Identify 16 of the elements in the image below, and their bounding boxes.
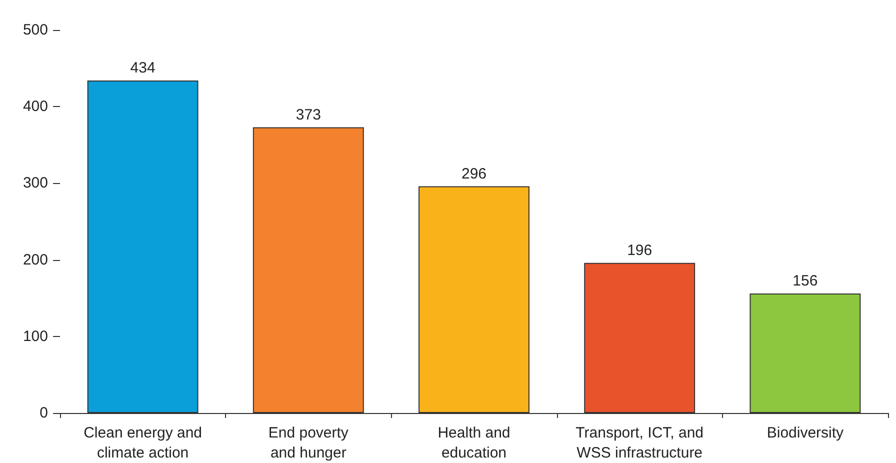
y-tick-label: 500 xyxy=(22,22,48,38)
data-label: 373 xyxy=(296,106,321,124)
x-tick-label: Biodiversity xyxy=(766,424,844,442)
data-label: 434 xyxy=(130,60,156,77)
x-tick-label: Health and education xyxy=(438,424,510,462)
x-tick-label: Clean energy and climate action xyxy=(84,424,202,462)
data-label: 156 xyxy=(792,272,818,290)
data-label: 296 xyxy=(461,165,487,182)
y-tick-label: 200 xyxy=(22,251,48,268)
x-tick-label: Transport, ICT, and WSS infrastructure xyxy=(576,424,704,462)
y-tick-label: 400 xyxy=(22,98,48,116)
y-tick-label: 100 xyxy=(22,328,48,345)
x-tick-label: End poverty and hunger xyxy=(268,424,349,462)
y-tick-label: 0 xyxy=(40,404,48,422)
y-tick-label: 300 xyxy=(22,174,48,192)
data-label: 196 xyxy=(627,242,652,259)
